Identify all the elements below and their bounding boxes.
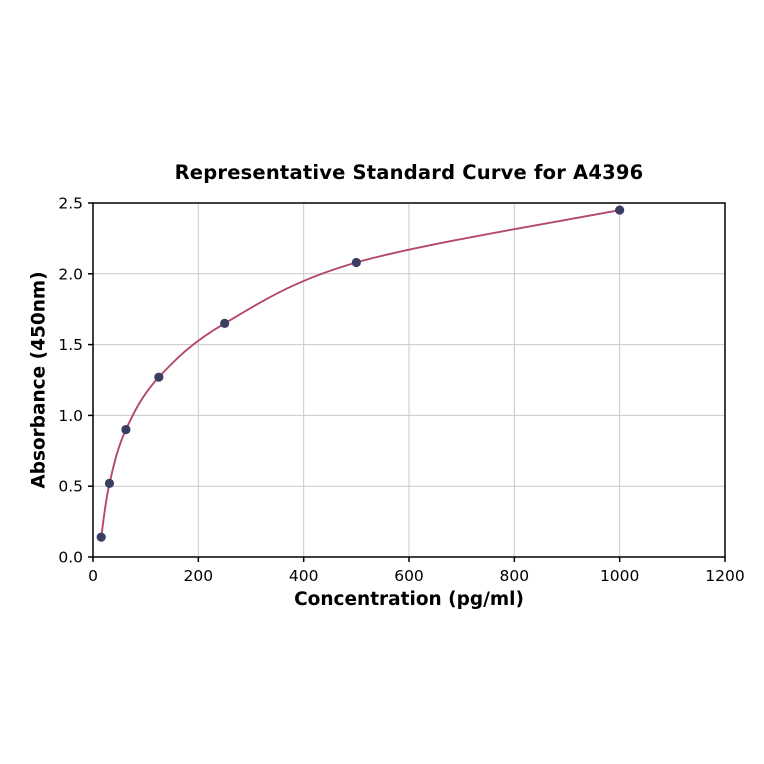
data-point-marker xyxy=(96,532,106,542)
x-tick-label: 200 xyxy=(184,567,214,585)
y-tick-label: 0.5 xyxy=(58,478,83,496)
x-tick-label: 0 xyxy=(88,567,98,585)
data-point-marker xyxy=(615,205,625,215)
grid-lines xyxy=(92,202,726,558)
y-tick-label: 1.5 xyxy=(58,336,83,354)
y-tick-label: 2.5 xyxy=(58,195,83,213)
data-point-marker xyxy=(220,318,230,328)
data-point-marker xyxy=(104,478,115,488)
x-tick-label: 600 xyxy=(394,567,424,585)
y-axis-ticks: 0.0 0.5 1.0 1.5 2.0 2.5 xyxy=(58,195,93,567)
y-tick-label: 1.0 xyxy=(58,407,83,425)
x-tick-label: 400 xyxy=(289,567,319,585)
x-tick-label: 800 xyxy=(500,567,530,585)
data-point-marker xyxy=(121,424,131,435)
y-tick-label: 2.0 xyxy=(58,265,83,283)
data-points xyxy=(96,205,625,542)
fitted-curve xyxy=(100,209,621,539)
x-tick-label: 1000 xyxy=(600,567,639,585)
chart-title: Representative Standard Curve for A4396 xyxy=(174,161,644,184)
x-tick-label: 1200 xyxy=(705,567,744,585)
data-point-marker xyxy=(154,372,164,382)
data-point-marker xyxy=(351,257,361,268)
x-axis-label: Concentration (pg/ml) xyxy=(294,589,524,610)
y-tick-label: 0.0 xyxy=(58,549,83,567)
x-axis-ticks: 0 200 400 600 800 1000 1200 xyxy=(88,557,745,585)
